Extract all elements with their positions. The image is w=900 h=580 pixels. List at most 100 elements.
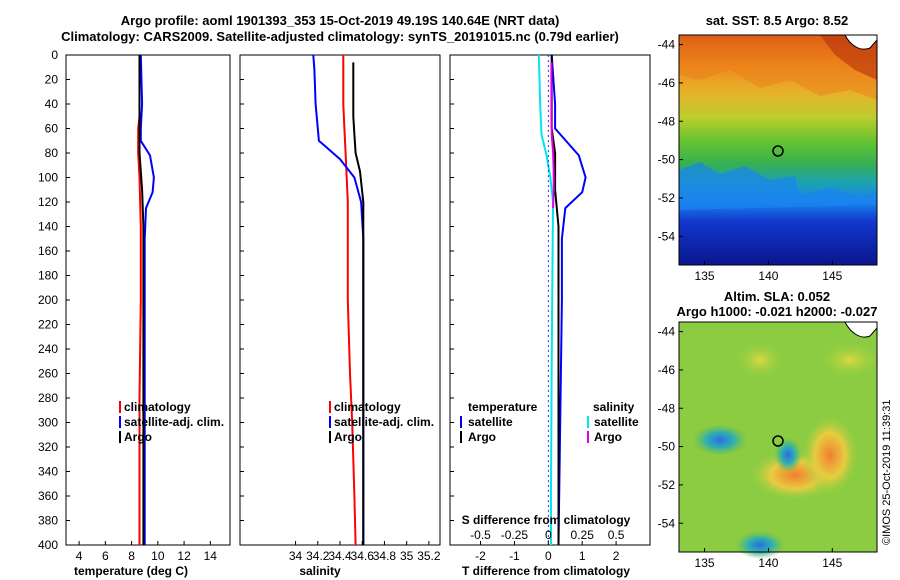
lat-tick-label: -46: [658, 363, 676, 377]
x-tick-label: 10: [151, 549, 165, 563]
temperature-series-satellite-adj-clim-: [139, 55, 155, 545]
lat-tick-label: -52: [658, 478, 676, 492]
sla-map: [678, 321, 880, 559]
sla-map-frame: [678, 321, 878, 553]
s-diff-tick-label: 0.25: [571, 528, 595, 542]
depth-tick-label: 180: [38, 269, 58, 283]
s-diff-tick-label: 0: [545, 528, 552, 542]
x-tick-label: 4: [76, 549, 83, 563]
lon-tick-label: 145: [822, 269, 842, 283]
sst-map-axes: 135 140 145 -44 -46 -48 -50 -52 -54: [658, 38, 843, 283]
lon-tick-label: 135: [695, 556, 715, 570]
temperature-series-argo: [138, 55, 145, 545]
legend-argo-label: Argo: [124, 430, 152, 444]
sla-argo-marker: [772, 435, 784, 447]
sst-field: [679, 35, 877, 265]
title-line-1: Argo profile: aoml 1901393_353 15-Oct-20…: [121, 13, 560, 28]
sst-map-title: sat. SST: 8.5 Argo: 8.52: [706, 13, 849, 28]
x-tick-label: 6: [102, 549, 109, 563]
depth-tick-label: 360: [38, 489, 58, 503]
depth-tick-label: 320: [38, 440, 58, 454]
difference-legend: temperature satellite Argo salinity sate…: [460, 400, 639, 444]
sla-mid-anomaly: [735, 342, 785, 378]
depth-tick-label: 0: [51, 48, 58, 62]
temperature-panel-frame: [65, 54, 231, 546]
lat-tick-label: -50: [658, 153, 676, 167]
lon-tick-label: 135: [695, 269, 715, 283]
lat-tick-label: -54: [658, 229, 676, 243]
temperature-legend: climatology satellite-adj. clim. Argo: [119, 400, 224, 444]
salinity-series-satellite-adj-clim-: [312, 55, 365, 545]
salinity-xlabel: salinity: [299, 564, 341, 578]
sla-map-title-line-1: Altim. SLA: 0.052: [724, 289, 830, 304]
x-tick-label: -2: [475, 549, 486, 563]
salinity-x-axis: 34 34.234.434.634.8 35 35.2: [289, 541, 441, 563]
sla-low-anomaly: [774, 437, 802, 473]
sla-high-anomaly: [802, 415, 858, 495]
title-line-2: Climatology: CARS2009. Satellite-adjuste…: [61, 29, 619, 44]
x-tick-label: 35.2: [417, 549, 441, 563]
depth-tick-label: 400: [38, 538, 58, 552]
difference-series-salinity-argo: [550, 62, 555, 209]
depth-tick-label: 300: [38, 416, 58, 430]
legend-temperature-header: temperature: [468, 400, 538, 414]
depth-tick-label: 100: [38, 171, 58, 185]
x-tick-label: 34: [289, 549, 303, 563]
sla-low-anomaly: [735, 531, 785, 559]
legend-t-argo-label: Argo: [468, 430, 496, 444]
t-difference-x-axis: -2 -1 0 1 2: [475, 541, 620, 563]
temperature-series: [137, 55, 155, 545]
depth-tick-label: 60: [45, 122, 59, 136]
legend-t-satellite-label: satellite: [468, 415, 513, 429]
salinity-panel-frame: [239, 54, 441, 546]
sst-map-frame: [678, 34, 878, 266]
difference-series-salinity-satellite: [537, 55, 555, 545]
x-tick-label: 1: [579, 549, 586, 563]
salinity-series-argo: [352, 62, 365, 545]
s-diff-tick-label: -0.25: [501, 528, 529, 542]
x-tick-label: 35: [400, 549, 414, 563]
lat-tick-label: -44: [658, 325, 676, 339]
s-difference-xlabel: S difference from climatology: [462, 513, 631, 527]
difference-series: [537, 55, 587, 545]
lon-tick-label: 145: [822, 556, 842, 570]
lon-tick-label: 140: [758, 556, 778, 570]
legend-satellite-label: satellite-adj. clim.: [124, 415, 224, 429]
imos-stamp: ©IMOS 25-Oct-2019 11:39:31: [881, 400, 893, 545]
depth-tick-label: 240: [38, 342, 58, 356]
lon-tick-label: 140: [758, 269, 778, 283]
depth-tick-label: 260: [38, 367, 58, 381]
sst-map: [678, 34, 878, 266]
lat-tick-label: -48: [658, 114, 676, 128]
s-diff-tick-label: -0.5: [470, 528, 491, 542]
lat-tick-label: -44: [658, 38, 676, 52]
depth-tick-label: 280: [38, 391, 58, 405]
sst-front: [679, 162, 877, 210]
lat-tick-label: -50: [658, 440, 676, 454]
legend-satellite-label: satellite-adj. clim.: [334, 415, 434, 429]
depth-tick-label: 200: [38, 293, 58, 307]
sla-mid-anomaly: [820, 342, 880, 378]
lat-tick-label: -48: [658, 401, 676, 415]
sst-warm-patch: [679, 35, 877, 100]
legend-argo-label: Argo: [334, 430, 362, 444]
depth-tick-label: 220: [38, 318, 58, 332]
depth-tick-label: 120: [38, 195, 58, 209]
depth-tick-label: 340: [38, 465, 58, 479]
legend-climatology-label: climatology: [124, 400, 191, 414]
lat-tick-label: -54: [658, 516, 676, 530]
sst-argo-marker: [772, 145, 784, 157]
x-tick-label: 34.2: [306, 549, 330, 563]
depth-tick-label: 140: [38, 220, 58, 234]
difference-series-temperature-satellite: [550, 55, 587, 545]
depth-tick-label: 40: [45, 97, 59, 111]
depth-tick-label: 380: [38, 514, 58, 528]
lat-tick-label: -46: [658, 76, 676, 90]
x-tick-label: 34.4: [328, 549, 352, 563]
legend-climatology-label: climatology: [334, 400, 401, 414]
legend-s-argo-label: Argo: [594, 430, 622, 444]
depth-axis: 0 20 40 60 80 100 120 140 160 180 200 220 240 260 280 3…: [38, 48, 454, 552]
depth-tick-label: 160: [38, 244, 58, 258]
x-tick-label: 34.6: [351, 549, 375, 563]
